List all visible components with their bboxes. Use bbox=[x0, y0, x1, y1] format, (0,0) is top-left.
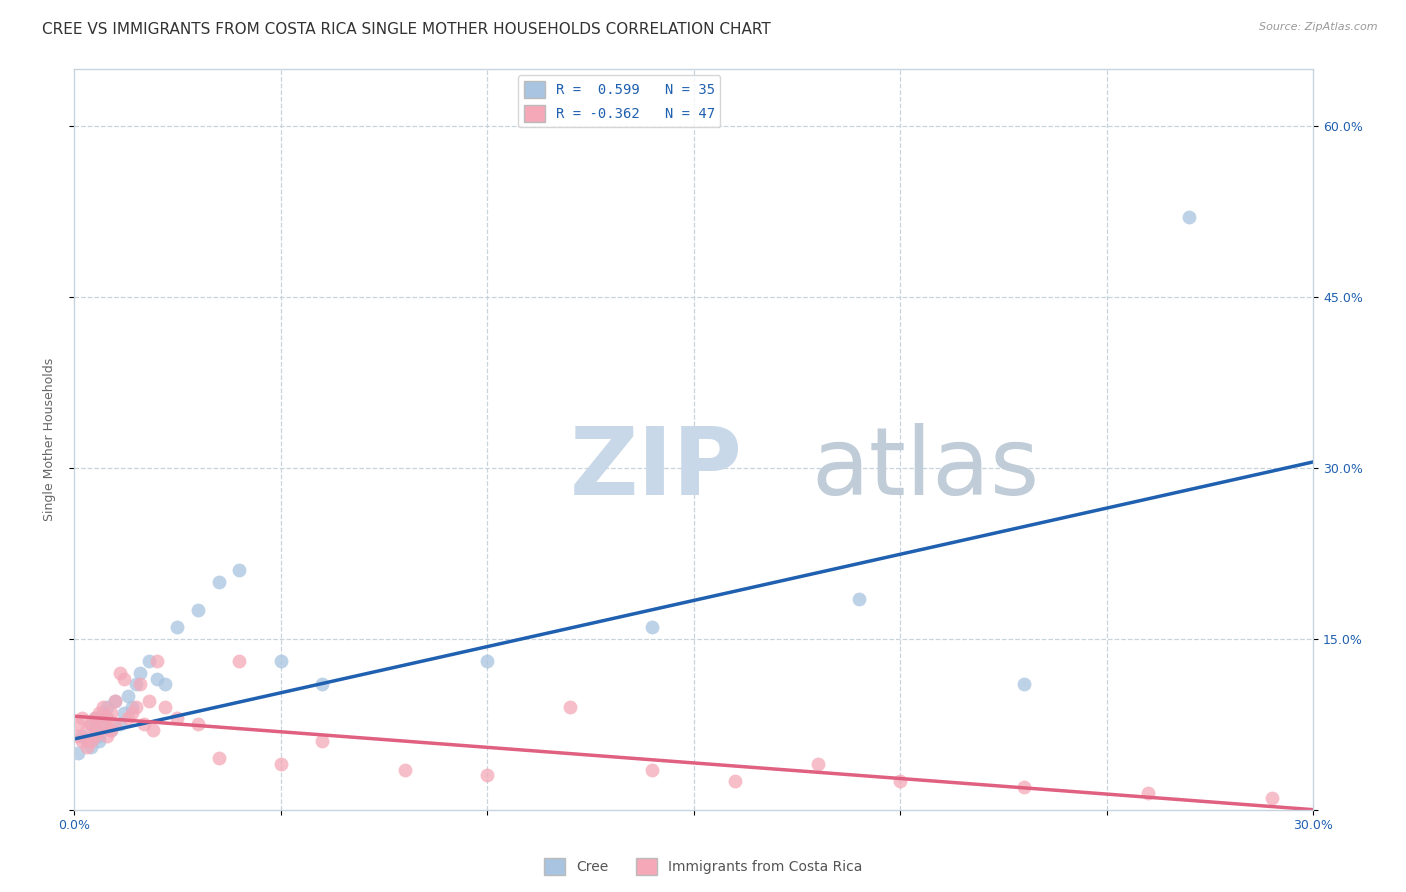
Point bbox=[228, 563, 250, 577]
Point bbox=[91, 700, 114, 714]
Point bbox=[142, 723, 165, 737]
Point bbox=[80, 734, 103, 748]
Point bbox=[889, 774, 911, 789]
Point bbox=[96, 700, 118, 714]
Text: atlas: atlas bbox=[811, 423, 1039, 515]
Point bbox=[125, 700, 148, 714]
Point bbox=[76, 739, 98, 754]
Point bbox=[100, 723, 122, 737]
Point bbox=[121, 706, 143, 720]
Point bbox=[76, 734, 98, 748]
Point bbox=[87, 706, 110, 720]
Text: ZIP: ZIP bbox=[569, 423, 742, 515]
Point bbox=[270, 655, 292, 669]
Point bbox=[104, 694, 127, 708]
Point bbox=[117, 689, 139, 703]
Point bbox=[80, 717, 103, 731]
Point bbox=[166, 620, 188, 634]
Point bbox=[394, 763, 416, 777]
Point bbox=[76, 723, 98, 737]
Point bbox=[72, 729, 94, 743]
Point bbox=[1012, 780, 1035, 794]
Point bbox=[125, 677, 148, 691]
Point bbox=[848, 591, 870, 606]
Point bbox=[96, 711, 118, 725]
Point bbox=[83, 711, 105, 725]
Point bbox=[83, 723, 105, 737]
Point bbox=[477, 655, 499, 669]
Point bbox=[208, 574, 231, 589]
Point bbox=[166, 711, 188, 725]
Point bbox=[807, 757, 830, 772]
Point bbox=[83, 711, 105, 725]
Point bbox=[100, 706, 122, 720]
Text: CREE VS IMMIGRANTS FROM COSTA RICA SINGLE MOTHER HOUSEHOLDS CORRELATION CHART: CREE VS IMMIGRANTS FROM COSTA RICA SINGL… bbox=[42, 22, 770, 37]
Point bbox=[87, 723, 110, 737]
Point bbox=[558, 700, 581, 714]
Point bbox=[100, 723, 122, 737]
Point bbox=[87, 734, 110, 748]
Point bbox=[121, 700, 143, 714]
Point bbox=[146, 672, 169, 686]
Point bbox=[96, 729, 118, 743]
Point bbox=[187, 717, 209, 731]
Point bbox=[187, 603, 209, 617]
Point bbox=[311, 734, 333, 748]
Point bbox=[1137, 786, 1160, 800]
Point bbox=[87, 729, 110, 743]
Point bbox=[129, 665, 152, 680]
Point bbox=[112, 706, 135, 720]
Point bbox=[1012, 677, 1035, 691]
Point bbox=[138, 694, 160, 708]
Point bbox=[270, 757, 292, 772]
Point bbox=[153, 700, 176, 714]
Point bbox=[104, 717, 127, 731]
Point bbox=[138, 655, 160, 669]
Point bbox=[72, 711, 94, 725]
Point bbox=[108, 717, 131, 731]
Point bbox=[108, 665, 131, 680]
Point bbox=[129, 677, 152, 691]
Text: Source: ZipAtlas.com: Source: ZipAtlas.com bbox=[1260, 22, 1378, 32]
Point bbox=[83, 729, 105, 743]
Point bbox=[80, 739, 103, 754]
Point bbox=[96, 711, 118, 725]
Point bbox=[1178, 210, 1201, 224]
Point bbox=[228, 655, 250, 669]
Point bbox=[477, 768, 499, 782]
Y-axis label: Single Mother Households: Single Mother Households bbox=[44, 358, 56, 521]
Point bbox=[134, 717, 156, 731]
Point bbox=[80, 717, 103, 731]
Point bbox=[72, 734, 94, 748]
Point bbox=[112, 672, 135, 686]
Point bbox=[641, 620, 664, 634]
Point bbox=[153, 677, 176, 691]
Point bbox=[91, 706, 114, 720]
Point bbox=[146, 655, 169, 669]
Point bbox=[117, 711, 139, 725]
Point bbox=[91, 717, 114, 731]
Point bbox=[67, 729, 90, 743]
Point bbox=[641, 763, 664, 777]
Point bbox=[208, 751, 231, 765]
Legend: R =  0.599   N = 35, R = -0.362   N = 47: R = 0.599 N = 35, R = -0.362 N = 47 bbox=[519, 76, 720, 128]
Point bbox=[311, 677, 333, 691]
Point bbox=[67, 717, 90, 731]
Point bbox=[67, 746, 90, 760]
Point bbox=[104, 694, 127, 708]
Point bbox=[91, 717, 114, 731]
Point bbox=[724, 774, 747, 789]
Point bbox=[1261, 791, 1284, 805]
Legend: Cree, Immigrants from Costa Rica: Cree, Immigrants from Costa Rica bbox=[538, 853, 868, 880]
